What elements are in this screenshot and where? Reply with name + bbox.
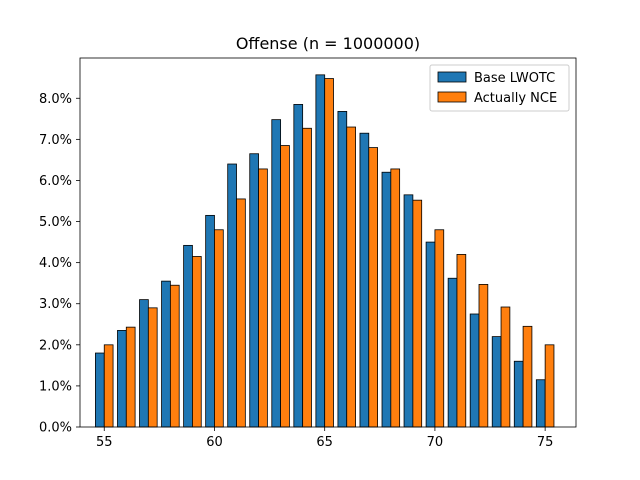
bar-series1-68 bbox=[381, 171, 392, 428]
legend-label-1: Base LWOTC bbox=[474, 71, 555, 86]
bar-series1-71 bbox=[447, 277, 458, 428]
bar-series1-66 bbox=[337, 111, 348, 428]
bar-series2-66 bbox=[346, 126, 356, 428]
y-tick-label-3: 3.0% bbox=[39, 297, 72, 312]
x-tick-label-70: 70 bbox=[427, 435, 444, 450]
x-tick-label-55: 55 bbox=[96, 435, 113, 450]
bar-series1-59 bbox=[183, 244, 193, 428]
bar-series2-71 bbox=[456, 254, 467, 428]
bar-series2-70 bbox=[434, 229, 445, 428]
bar-series1-70 bbox=[425, 241, 436, 428]
bar-series1-55 bbox=[95, 352, 105, 428]
bar-series2-68 bbox=[390, 168, 401, 428]
bar-series1-73 bbox=[491, 336, 502, 428]
bar-series2-75 bbox=[544, 344, 555, 428]
y-tick-label-5: 5.0% bbox=[39, 215, 72, 230]
bar-series1-67 bbox=[359, 132, 370, 428]
bar-series1-65 bbox=[315, 74, 326, 428]
legend-swatch-2 bbox=[437, 91, 467, 103]
x-tick-label-65: 65 bbox=[316, 435, 333, 450]
plot-frame bbox=[79, 57, 577, 428]
y-tick-label-4: 4.0% bbox=[39, 256, 72, 271]
bar-series1-62 bbox=[249, 153, 259, 428]
bar-series2-65 bbox=[324, 78, 334, 428]
bar-series1-58 bbox=[161, 280, 171, 428]
bar-series1-60 bbox=[205, 214, 215, 428]
y-tick-label-8: 8.0% bbox=[39, 92, 72, 107]
bar-series1-75 bbox=[535, 379, 546, 428]
x-tick-label-60: 60 bbox=[206, 435, 223, 450]
bar-series1-61 bbox=[227, 163, 237, 428]
legend: Base LWOTC Actually NCE bbox=[429, 64, 570, 112]
legend-swatch-1 bbox=[437, 71, 467, 83]
bar-series1-74 bbox=[513, 360, 524, 428]
x-tick-label-75: 75 bbox=[537, 435, 554, 450]
y-tick-label-7: 7.0% bbox=[39, 133, 72, 148]
bar-series2-55 bbox=[103, 344, 114, 428]
bar-series2-74 bbox=[522, 325, 533, 428]
bar-series2-69 bbox=[412, 199, 423, 428]
bar-series1-57 bbox=[139, 299, 149, 428]
y-tick-label-6: 6.0% bbox=[39, 174, 72, 189]
bar-series2-58 bbox=[169, 284, 180, 428]
bar-series2-60 bbox=[214, 229, 224, 428]
bar-series2-57 bbox=[147, 307, 158, 428]
bar-series2-73 bbox=[500, 306, 511, 428]
y-tick-label-0: 0.0% bbox=[39, 421, 72, 436]
bar-series2-62 bbox=[258, 168, 268, 428]
y-tick-label-1: 1.0% bbox=[39, 379, 72, 394]
bar-series2-63 bbox=[280, 145, 290, 428]
axes-group: 55 60 65 70 75 0.0% 1.0% 2.0% 3.0% 4.0% 5.0% 6.0% 7.… bbox=[39, 57, 577, 450]
bar-series2-56 bbox=[125, 326, 136, 428]
bar-series2-64 bbox=[302, 127, 312, 428]
bar-series2-61 bbox=[236, 198, 246, 428]
bar-series2-67 bbox=[368, 147, 378, 428]
chart-title: Offense (n = 1000000) bbox=[236, 34, 420, 53]
bar-series1-56 bbox=[117, 330, 127, 428]
y-tick-label-2: 2.0% bbox=[39, 338, 72, 353]
bar-series1-72 bbox=[469, 313, 480, 428]
legend-label-2: Actually NCE bbox=[474, 91, 557, 106]
bar-series2-59 bbox=[192, 256, 202, 428]
bar-series1-69 bbox=[403, 194, 414, 428]
bar-series1-64 bbox=[293, 104, 304, 428]
bar-series1-63 bbox=[271, 119, 282, 428]
bar-series2-72 bbox=[478, 284, 489, 428]
